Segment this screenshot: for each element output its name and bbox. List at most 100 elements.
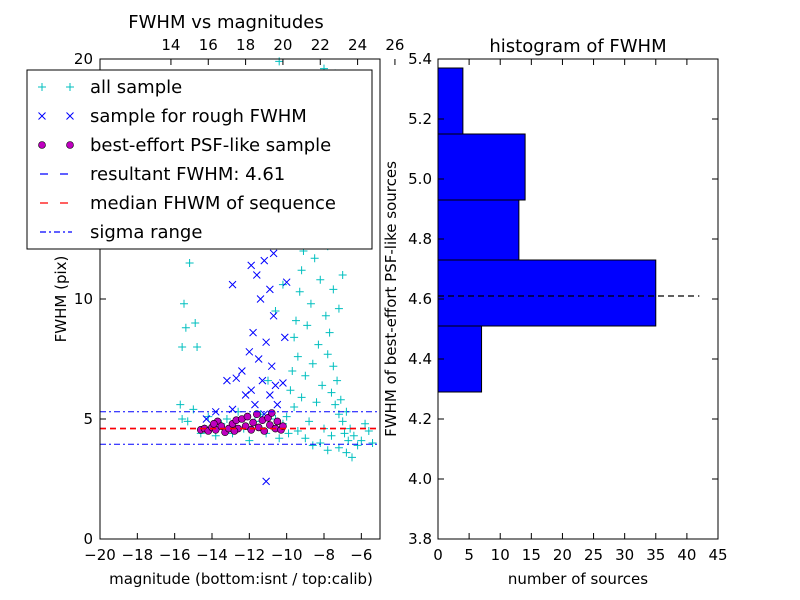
rough-sample-point [247, 386, 256, 395]
histogram-chart: 0 5 10 15 20 25 30 35 40 45 3.8 4.0 4.2 4.4 4.6 4.8 5.0 5… [382, 36, 728, 588]
all-sample-point [321, 311, 330, 320]
x-tick-label: 45 [708, 546, 727, 564]
x-tick-label: −16 [159, 546, 191, 564]
all-sample-point [245, 436, 254, 445]
all-sample-point [293, 352, 302, 361]
all-sample-point [290, 403, 299, 411]
all-sample-point [342, 448, 351, 457]
rough-sample-point [279, 379, 287, 387]
all-sample-point [349, 431, 358, 440]
psf-sample-point [266, 421, 274, 429]
all-sample-point [305, 417, 314, 426]
all-sample-point [338, 271, 347, 279]
all-sample-point [178, 343, 187, 351]
scatter-ticks: −20 −18 −16 −14 −12 −10 −8 −6 0 5 10 20 14 16 18 20 22 24… [74, 36, 405, 564]
rough-sample-point [232, 374, 241, 383]
x-tick-label: 5 [464, 546, 474, 564]
all-sample-point [327, 388, 336, 397]
x-tick-label: 10 [491, 546, 510, 564]
rough-sample-point [280, 333, 289, 342]
all-sample-point [323, 446, 332, 455]
x-tick-label: 0 [433, 546, 443, 564]
rough-sample-point [241, 391, 250, 399]
all-sample-point [329, 362, 338, 371]
all-sample-point [353, 441, 362, 450]
all-sample-point [344, 436, 353, 445]
rough-sample-point [228, 280, 237, 289]
legend-marker-swatch [38, 112, 46, 120]
x-tick-label: −10 [271, 546, 303, 564]
scatter-title: FWHM vs magnitudes [128, 12, 323, 33]
all-sample-point [222, 415, 231, 423]
y-tick-label: 10 [74, 290, 93, 308]
histogram-ticks: 0 5 10 15 20 25 30 35 40 45 3.8 4.0 4.2 4.4 4.6 4.8 5.0 5… [408, 50, 727, 564]
psf-sample-point [273, 417, 282, 426]
all-sample-point [181, 323, 190, 332]
all-sample-point [293, 427, 302, 435]
all-sample-point [264, 376, 272, 385]
all-sample-point [278, 280, 287, 289]
legend-markers [38, 83, 74, 233]
all-sample-point [316, 275, 325, 284]
rough-sample-point [249, 328, 257, 337]
histogram-title: histogram of FWHM [489, 36, 666, 57]
x-tick-label: −20 [84, 546, 116, 564]
top-tick-label: 16 [199, 36, 218, 54]
all-sample-point [368, 439, 377, 447]
legend-box [26, 69, 373, 250]
all-sample-point [357, 436, 366, 445]
legend-marker-swatch [66, 141, 74, 149]
y-tick-label: 5.2 [408, 110, 432, 128]
all-sample-point [295, 287, 304, 296]
all-sample-point [312, 398, 321, 407]
rough-sample-point [269, 311, 278, 320]
legend-label-all-sample: all sample [90, 77, 182, 98]
scatter-x-axis-label: magnitude (bottom:isnt / top:calib) [109, 570, 373, 588]
top-tick-label: 14 [161, 36, 180, 54]
y-tick-label: 5 [83, 410, 93, 428]
all-sample-point [340, 429, 349, 438]
rough-sample-point [252, 271, 261, 279]
psf-sample-point [267, 409, 276, 417]
y-tick-label: 4.6 [408, 290, 432, 308]
histogram-bar [437, 325, 483, 393]
y-tick-label: 4.2 [408, 410, 432, 428]
all-sample-point [348, 453, 356, 462]
all-sample-point [284, 429, 293, 438]
top-tick-label: 18 [236, 36, 255, 54]
legend-label-sigma-range: sigma range [90, 222, 202, 243]
rough-sample-point [238, 367, 246, 375]
all-sample-point [318, 381, 327, 390]
rough-sample-point [223, 376, 231, 385]
rough-sample-point [267, 362, 276, 371]
histogram-bars [437, 67, 657, 393]
histogram-bar [437, 199, 520, 261]
histogram-bar [437, 259, 657, 327]
all-sample-point [327, 431, 336, 440]
all-sample-point [334, 443, 343, 452]
all-sample-point [336, 395, 345, 404]
x-tick-label: −8 [313, 546, 335, 564]
histogram-x-axis-label: number of sources [508, 570, 648, 588]
all-sample-point [282, 412, 291, 421]
rough-sample-point [251, 400, 259, 409]
psf-sample-point [247, 425, 255, 434]
x-tick-label: −12 [234, 546, 266, 564]
legend-marker-swatch [38, 141, 46, 149]
reference-lines [100, 411, 380, 445]
rough-sample-point [247, 261, 256, 270]
y-tick-label: 4.8 [408, 230, 432, 248]
all-sample-point [292, 316, 300, 325]
all-sample-point [314, 340, 323, 349]
all-sample-point [185, 259, 194, 267]
legend-label-rough-sample: sample for rough FWHM [90, 106, 307, 127]
rough-sample-point [262, 477, 270, 486]
rough-sample-point [254, 355, 263, 363]
rough-sample-point [273, 400, 282, 409]
y-tick-label: 0 [83, 530, 93, 548]
all-sample-point [176, 400, 185, 409]
legend-marker-swatch [38, 83, 46, 91]
all-sample-point [308, 359, 317, 368]
all-sample-point [308, 441, 317, 450]
